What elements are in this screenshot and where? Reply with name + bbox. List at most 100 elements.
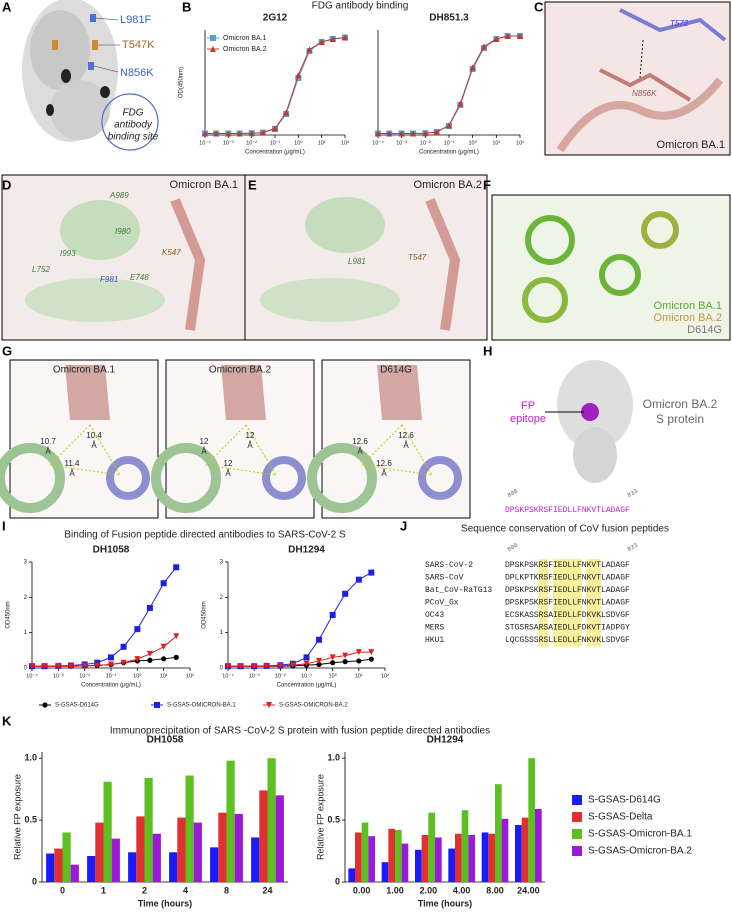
x-tick-label: 10⁰ xyxy=(294,139,303,146)
binding-site-circle xyxy=(101,93,159,151)
marker xyxy=(493,36,500,42)
site-label: antibody xyxy=(114,120,153,131)
y-axis-label: Relative FP exposure xyxy=(315,774,325,860)
helix xyxy=(262,456,306,500)
stick xyxy=(619,8,727,42)
y-tick-label: 0.5 xyxy=(24,814,37,824)
panel-title: FDG antibody binding xyxy=(312,1,409,12)
pointer xyxy=(93,65,119,73)
distance-value: 12 xyxy=(246,431,255,440)
glycan xyxy=(46,104,54,116)
x-tick-label: 1.00 xyxy=(386,885,404,895)
x-tick-label: 0.00 xyxy=(353,885,371,895)
distance-unit: Å xyxy=(69,469,75,478)
marker xyxy=(154,702,160,708)
bar xyxy=(210,847,219,882)
marker xyxy=(480,43,487,50)
marker xyxy=(134,656,141,663)
marker xyxy=(355,576,362,583)
bar xyxy=(535,808,542,882)
marker xyxy=(330,660,336,666)
x-tick-label: 8.00 xyxy=(486,885,504,895)
marker xyxy=(160,643,167,650)
sequence-name: OC43 xyxy=(425,611,444,620)
y-tick-label: 0.5 xyxy=(327,814,340,824)
distance-value: 10.4 xyxy=(86,431,102,440)
distance-unit: Å xyxy=(91,441,97,450)
x-tick-label: 10⁻¹ xyxy=(444,140,455,146)
marker xyxy=(42,702,48,708)
helix xyxy=(307,443,377,513)
bar xyxy=(488,833,495,882)
panel-h: H FP epitope Omicron BA.2 S protein 808 … xyxy=(483,343,718,515)
x-tick-label: 1 xyxy=(101,885,106,895)
marker xyxy=(342,652,349,659)
spike-surface xyxy=(573,427,617,483)
marker xyxy=(295,72,302,78)
x-tick-label: 10⁻³ xyxy=(396,140,407,146)
sequence-name: SARS-CoV xyxy=(425,574,464,583)
series-line xyxy=(32,635,177,667)
marker xyxy=(368,569,375,576)
x-tick-label: 10⁻¹ xyxy=(106,673,117,679)
bar xyxy=(501,818,509,882)
marker xyxy=(108,661,114,668)
marker xyxy=(283,109,290,116)
bar xyxy=(361,822,369,882)
y-tick-label: 0 xyxy=(220,666,224,672)
marker xyxy=(433,129,440,135)
sequence: DPSKPSKRSFIEDLLFNKVTLADAGF xyxy=(505,586,630,595)
chart-title: DH1058 xyxy=(147,735,184,746)
epitope-label: FP xyxy=(521,400,535,412)
glycan xyxy=(61,69,71,83)
marker xyxy=(134,626,141,633)
marker xyxy=(41,663,48,670)
marker xyxy=(225,130,232,137)
panel-letter: H xyxy=(483,343,492,358)
legend-label: Omicron BA.2 xyxy=(654,312,722,324)
conservation-highlight xyxy=(596,559,601,647)
marker xyxy=(409,130,416,137)
marker xyxy=(210,35,216,41)
panel-letter: E xyxy=(248,177,257,192)
panel-letter: B xyxy=(182,0,191,14)
conservation-highlight xyxy=(538,559,544,647)
y-tick-label: 1 xyxy=(220,630,224,636)
x-tick-label: 10⁻³ xyxy=(53,673,64,679)
bar xyxy=(455,833,462,882)
ribbon xyxy=(556,77,724,153)
x-tick-label: 10⁻³ xyxy=(223,140,234,146)
marker xyxy=(146,650,153,657)
stick xyxy=(599,68,692,102)
x-tick-label: 4.00 xyxy=(453,885,471,895)
distance-lines xyxy=(204,424,277,476)
position-label: 833 xyxy=(626,487,639,499)
structure-frame xyxy=(491,194,731,341)
bar xyxy=(415,849,422,882)
residue-label: N856K xyxy=(632,89,657,98)
view-title: Omicron BA.2 xyxy=(209,365,272,376)
bar xyxy=(251,837,260,882)
panel-f: F Omicron BA.1 Omicron BA.2 D614G xyxy=(483,177,731,341)
epitope-label: epitope xyxy=(510,413,546,425)
x-tick-label: 2 xyxy=(142,885,147,895)
marker xyxy=(120,643,127,650)
x-tick-label: 10⁻¹ xyxy=(270,140,281,146)
marker xyxy=(259,129,266,136)
bar xyxy=(401,843,409,882)
marker xyxy=(469,64,476,71)
x-tick-label: 10⁻³ xyxy=(249,673,260,679)
caption: Omicron BA.1 xyxy=(170,179,238,191)
marker xyxy=(263,663,270,670)
residue-label: K547 xyxy=(162,248,181,257)
distance-value: 11.4 xyxy=(65,459,81,468)
bar xyxy=(448,848,455,882)
conservation-highlight xyxy=(586,559,592,647)
conservation-highlight xyxy=(553,559,558,647)
marker xyxy=(386,130,393,137)
distance-value: 12 xyxy=(224,459,233,468)
sequence: DPLKPTKRSFIEDLLFNKVTLADAGF xyxy=(505,574,630,583)
panel-title: Binding of Fusion peptide directed antib… xyxy=(64,530,346,541)
panel-letter: C xyxy=(534,0,544,14)
distance-unit: Å xyxy=(357,447,363,456)
